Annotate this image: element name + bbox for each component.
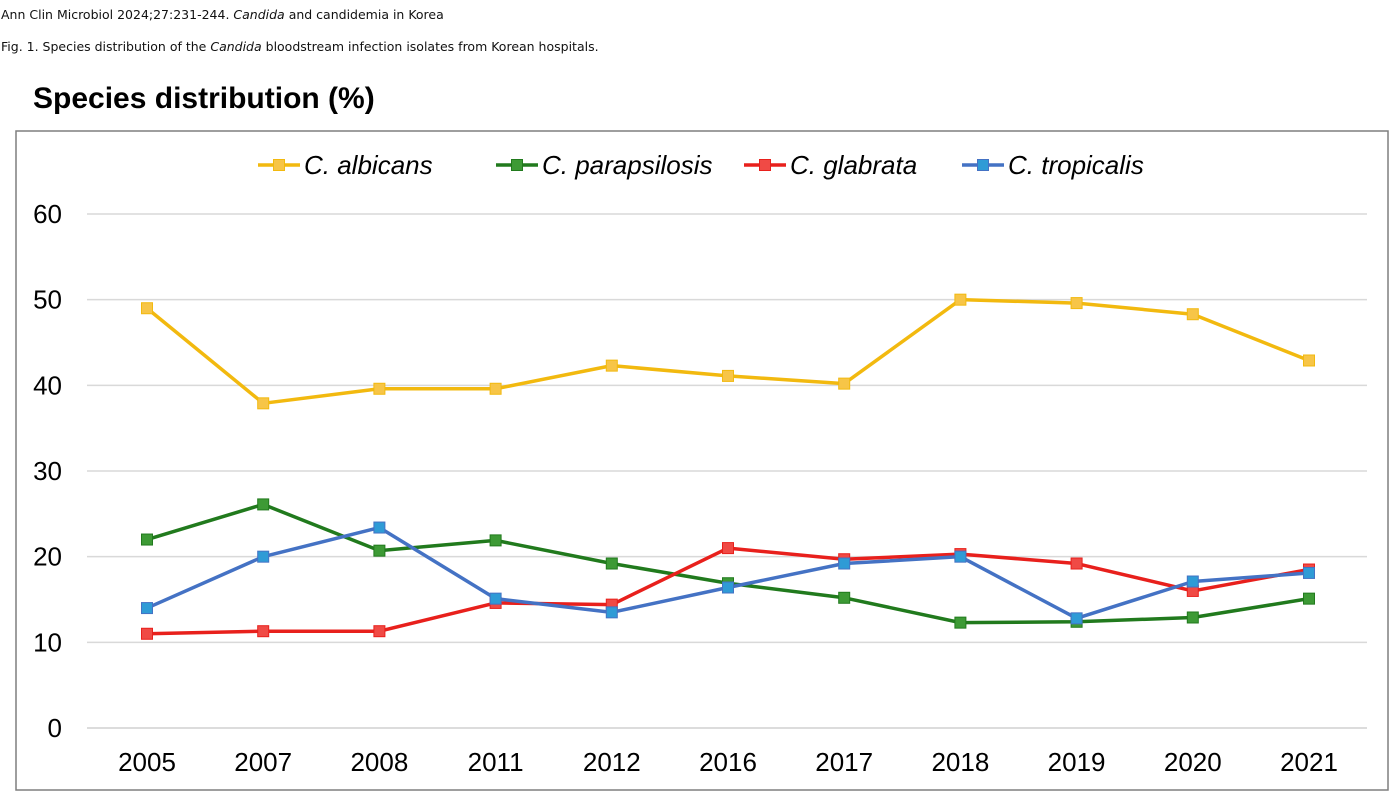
data-point <box>1186 575 1199 588</box>
y-tick-label: 30 <box>33 456 62 486</box>
data-point <box>257 550 270 563</box>
legend-item: C. glabrata <box>744 150 917 180</box>
y-axis-ticks: 0 10 20 30 40 50 60 <box>33 199 62 743</box>
caption-italic: Candida <box>210 39 262 54</box>
y-tick-label: 0 <box>48 713 62 743</box>
data-point <box>1070 297 1083 310</box>
data-point <box>838 591 851 604</box>
legend-label: C. albicans <box>304 150 433 180</box>
data-point <box>1303 354 1315 367</box>
legend-swatch-marker <box>759 159 771 171</box>
data-point <box>257 625 270 638</box>
x-tick-label: 2019 <box>1048 747 1106 777</box>
legend-label: C. glabrata <box>790 150 917 180</box>
chart-title: Species distribution (%) <box>33 82 375 115</box>
x-tick-label: 2016 <box>699 747 757 777</box>
data-point <box>141 602 153 615</box>
data-point <box>373 382 386 395</box>
data-point <box>1303 566 1315 579</box>
y-tick-label: 40 <box>33 370 62 400</box>
caption-suffix: bloodstream infection isolates from Kore… <box>261 39 599 54</box>
data-point <box>257 498 270 511</box>
x-tick-label: 2005 <box>118 747 176 777</box>
data-point <box>605 557 618 570</box>
data-point <box>954 293 967 306</box>
data-point <box>722 369 734 382</box>
data-point <box>722 581 734 594</box>
data-point <box>838 377 851 390</box>
citation-suffix: and candidemia in Korea <box>284 7 444 22</box>
y-tick-label: 20 <box>33 542 62 572</box>
legend-label: C. parapsilosis <box>542 150 713 180</box>
y-tick-label: 10 <box>33 627 62 657</box>
data-point <box>1070 612 1083 625</box>
legend-item: C. albicans <box>258 150 433 180</box>
data-point <box>373 625 386 638</box>
legend-swatch-marker <box>977 159 989 171</box>
x-tick-label: 2011 <box>468 747 524 777</box>
data-point <box>373 544 386 557</box>
x-axis-ticks: 2005 2007 2008 2011 2012 2016 2017 2018 2019 2020… <box>118 747 1338 777</box>
citation-prefix: Ann Clin Microbiol 2024;27:231-244. <box>1 7 234 22</box>
data-point <box>954 550 967 563</box>
data-point <box>1186 308 1199 321</box>
data-point <box>257 397 270 410</box>
chart-frame <box>15 130 1389 791</box>
series-c-albicans <box>141 293 1315 410</box>
x-tick-label: 2012 <box>583 747 641 777</box>
data-point <box>1186 611 1199 624</box>
legend-item: C. parapsilosis <box>496 150 713 180</box>
citation-italic: Candida <box>233 7 285 22</box>
data-point <box>489 534 502 547</box>
x-tick-label: 2017 <box>815 747 873 777</box>
legend: C. albicans C. parapsilosis C. glabrata C. … <box>258 150 1144 180</box>
caption-prefix: Fig. 1. Species distribution of the <box>1 39 211 54</box>
series-lines <box>141 293 1315 640</box>
x-tick-label: 2018 <box>931 747 989 777</box>
gridlines <box>87 213 1367 729</box>
x-tick-label: 2021 <box>1280 747 1338 777</box>
data-point <box>838 557 851 570</box>
citation-line: Ann Clin Microbiol 2024;27:231-244. Cand… <box>1 7 444 22</box>
data-point <box>489 382 502 395</box>
legend-swatch-marker <box>273 159 285 171</box>
y-tick-label: 50 <box>33 285 62 315</box>
data-point <box>954 616 967 629</box>
series-c-tropicalis <box>141 521 1315 625</box>
legend-label: C. tropicalis <box>1008 150 1144 180</box>
y-tick-label: 60 <box>33 199 62 229</box>
data-point <box>489 592 502 605</box>
data-point <box>141 627 153 640</box>
data-point <box>722 542 734 555</box>
data-point <box>141 533 153 546</box>
data-point <box>373 521 386 534</box>
data-point <box>605 359 618 372</box>
legend-swatch-marker <box>511 159 523 171</box>
x-tick-label: 2007 <box>234 747 292 777</box>
data-point <box>1303 592 1315 605</box>
figure-caption: Fig. 1. Species distribution of the Cand… <box>1 39 599 54</box>
legend-item: C. tropicalis <box>962 150 1144 180</box>
x-tick-label: 2008 <box>350 747 408 777</box>
data-point <box>141 302 153 315</box>
data-point <box>605 606 618 619</box>
x-tick-label: 2020 <box>1164 747 1222 777</box>
data-point <box>1070 557 1083 570</box>
